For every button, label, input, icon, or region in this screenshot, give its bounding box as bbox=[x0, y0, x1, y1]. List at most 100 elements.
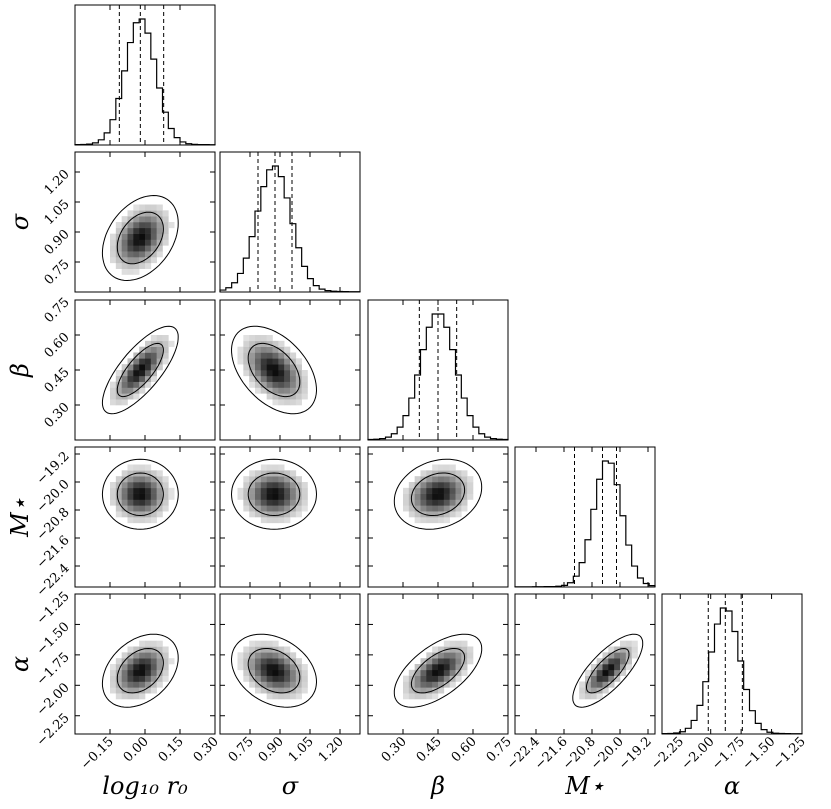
density-cell bbox=[139, 664, 146, 671]
density-cell bbox=[272, 375, 279, 382]
density-cell bbox=[443, 517, 450, 524]
density-cell bbox=[461, 646, 468, 653]
density-cell bbox=[127, 664, 134, 671]
density-cell bbox=[110, 482, 117, 489]
density-cell bbox=[284, 505, 291, 512]
density-cell bbox=[115, 687, 122, 694]
density-cell bbox=[115, 482, 122, 489]
density-cell bbox=[133, 493, 140, 500]
density-cell bbox=[139, 505, 146, 512]
x-axis-label-beta: β bbox=[430, 772, 445, 800]
contour-1sigma bbox=[116, 342, 164, 398]
density-cell bbox=[150, 375, 157, 382]
density-cell bbox=[133, 652, 140, 659]
density-cell bbox=[243, 499, 250, 506]
density-cell bbox=[272, 482, 279, 489]
density-cell bbox=[127, 482, 134, 489]
density-cell bbox=[449, 493, 456, 500]
density-cell bbox=[115, 476, 122, 483]
density-cell bbox=[243, 505, 250, 512]
density-cell bbox=[438, 669, 445, 676]
density-cell bbox=[438, 675, 445, 682]
density-cell bbox=[414, 487, 421, 494]
density-cell bbox=[614, 669, 621, 676]
density-cell bbox=[467, 493, 474, 500]
density-cell bbox=[426, 652, 433, 659]
density-cell bbox=[145, 687, 152, 694]
density-cell bbox=[139, 681, 146, 688]
density-cell bbox=[278, 675, 285, 682]
density-cell bbox=[115, 664, 122, 671]
density-cell bbox=[284, 493, 291, 500]
density-cell bbox=[145, 476, 152, 483]
density-cell bbox=[266, 464, 273, 471]
x-axis-label-mstar: M⋆ bbox=[564, 772, 605, 800]
density-cell bbox=[145, 222, 152, 229]
density-cell bbox=[255, 387, 262, 394]
density-cell bbox=[127, 393, 134, 400]
density-cell bbox=[115, 487, 122, 494]
density-cell bbox=[139, 658, 146, 665]
density-cell bbox=[139, 370, 146, 377]
density-cell bbox=[145, 669, 152, 676]
density-cell bbox=[443, 464, 450, 471]
density-cell bbox=[139, 499, 146, 506]
density-cell bbox=[455, 470, 462, 477]
density-cell bbox=[461, 669, 468, 676]
density-panel-beta-alpha bbox=[393, 633, 483, 708]
density-cell bbox=[115, 262, 122, 269]
density-cell bbox=[145, 652, 152, 659]
x-tick-label-alpha-2: −1.75 bbox=[709, 734, 748, 773]
density-cell bbox=[260, 364, 267, 371]
density-cell bbox=[290, 681, 297, 688]
density-cell bbox=[150, 251, 157, 258]
density-cell bbox=[284, 511, 291, 518]
density-cell bbox=[139, 640, 146, 647]
density-cell bbox=[156, 487, 163, 494]
density-cell bbox=[278, 370, 285, 377]
density-cell bbox=[449, 487, 456, 494]
density-cell bbox=[625, 664, 632, 671]
density-cell bbox=[266, 346, 273, 353]
density-panel-logr0-sigma bbox=[101, 194, 179, 282]
density-cell bbox=[139, 352, 146, 359]
density-cell bbox=[266, 358, 273, 365]
density-cell bbox=[255, 482, 262, 489]
density-cell bbox=[414, 482, 421, 489]
density-cell bbox=[237, 352, 244, 359]
density-cell bbox=[255, 669, 262, 676]
density-cell bbox=[272, 493, 279, 500]
density-cell bbox=[284, 470, 291, 477]
panel-frame-alpha-alpha bbox=[661, 593, 803, 735]
density-cell bbox=[121, 493, 128, 500]
density-cell bbox=[426, 487, 433, 494]
density-cell bbox=[625, 640, 632, 647]
density-cell bbox=[145, 262, 152, 269]
density-cell bbox=[278, 669, 285, 676]
density-cell bbox=[249, 487, 256, 494]
density-cell bbox=[127, 216, 134, 223]
density-cell bbox=[121, 222, 128, 229]
density-cell bbox=[284, 681, 291, 688]
density-cell bbox=[414, 693, 421, 700]
density-cell bbox=[455, 664, 462, 671]
density-cell bbox=[249, 335, 256, 342]
density-cell bbox=[156, 505, 163, 512]
density-cell bbox=[249, 476, 256, 483]
density-cell bbox=[115, 675, 122, 682]
density-cell bbox=[127, 675, 134, 682]
density-cell bbox=[255, 476, 262, 483]
density-cell bbox=[145, 251, 152, 258]
density-cell bbox=[156, 652, 163, 659]
density-cell bbox=[115, 393, 122, 400]
density-cell bbox=[432, 464, 439, 471]
density-cell bbox=[255, 364, 262, 371]
density-cell bbox=[255, 511, 262, 518]
density-cell bbox=[272, 652, 279, 659]
density-cell bbox=[426, 664, 433, 671]
density-cell bbox=[290, 693, 297, 700]
density-cell bbox=[145, 646, 152, 653]
density-cell bbox=[608, 658, 615, 665]
density-cell bbox=[295, 658, 302, 665]
density-cell bbox=[272, 658, 279, 665]
